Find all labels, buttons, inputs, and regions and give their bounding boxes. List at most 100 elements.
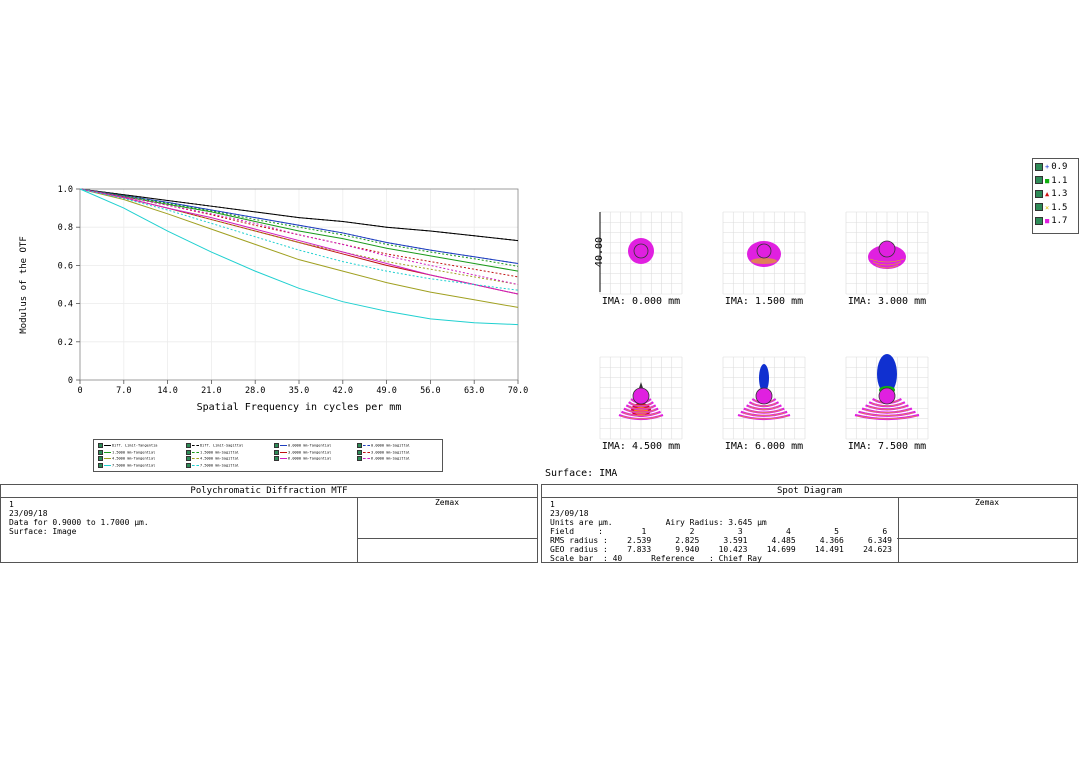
mtf-y-tick-label: 1.0 [58, 185, 73, 195]
legend-checkbox-icon[interactable] [357, 449, 362, 455]
spot-pattern [628, 238, 654, 264]
legend-checkbox-icon[interactable] [1035, 203, 1043, 211]
mtf-legend-item: Diff. Limit-Sagittal [186, 443, 243, 448]
spot-cell [722, 211, 806, 295]
spot-scale-label: 40.00 [594, 237, 605, 267]
spot-surface-label: Surface: IMA [545, 468, 618, 479]
legend-line-swatch [192, 464, 199, 466]
airy-circle [878, 240, 896, 258]
legend-checkbox-icon[interactable] [274, 456, 279, 461]
legend-checkbox-icon[interactable] [98, 456, 103, 461]
mtf-legend-label: 0.0000 mm-Tangential [288, 443, 332, 448]
mtf-legend-label: 3.0000 mm-Sagittal [371, 450, 410, 454]
spot-field-label: IMA: 4.500 mm [602, 441, 680, 452]
legend-checkbox-icon[interactable] [1035, 189, 1043, 198]
legend-checkbox-icon[interactable] [274, 449, 279, 455]
spot-info-table: Spot Diagram 1 23/09/18 Units are µm. Ai… [541, 484, 1078, 563]
mtf-legend-item: 4.5000 mm-Sagittal [186, 456, 239, 461]
legend-checkbox-icon[interactable] [1035, 176, 1043, 184]
legend-checkbox-icon[interactable] [186, 456, 191, 461]
spot-field-label: IMA: 1.500 mm [725, 296, 803, 307]
mtf-info-brand: Zemax [357, 498, 537, 539]
legend-checkbox-icon[interactable] [98, 449, 103, 455]
mtf-legend-item: 0.0000 mm-Tangential [274, 443, 331, 448]
mtf-series-line [79, 188, 519, 308]
spot-field-label: IMA: 3.000 mm [848, 296, 926, 307]
legend-checkbox-icon[interactable] [357, 456, 362, 461]
wavelength-marker-icon: + [1045, 163, 1050, 171]
mtf-x-axis-label: Spatial Frequency in cycles per mm [197, 402, 402, 413]
spot-info-text: 1 23/09/18 Units are µm. Airy Radius: 3.… [542, 498, 899, 563]
mtf-chart: 0 7.0 14.0 21.0 28.0 35.0 42.0 49.0 56.0 63.0 70.0… [19, 185, 528, 413]
legend-checkbox-icon[interactable] [357, 443, 362, 448]
spot-info-brand: Zemax [897, 498, 1077, 539]
legend-line-swatch [363, 458, 370, 459]
wavelength-marker-icon: ■ [1045, 176, 1050, 185]
legend-checkbox-icon[interactable] [186, 462, 191, 468]
legend-line-swatch [363, 445, 370, 446]
wavelength-legend-item: ▲ 1.3 [1035, 188, 1067, 200]
legend-checkbox-icon[interactable] [186, 443, 191, 448]
mtf-series-line [79, 188, 519, 291]
spot-blob-blue [759, 364, 769, 392]
mtf-legend-item: 3.0000 mm-Tangential [274, 449, 332, 455]
mtf-x-ticks: 0 7.0 14.0 21.0 28.0 35.0 42.0 49.0 56.0 63.0 70.0 [77, 380, 528, 396]
wavelength-legend: +0.9 ■ 1.1 ▲ 1.3 × 1.5 ■ 1.7 [1032, 158, 1079, 234]
legend-checkbox-icon[interactable] [98, 443, 103, 448]
mtf-series-line [79, 188, 519, 264]
mtf-legend-item: 3.0000 mm-Sagittal [357, 449, 410, 455]
legend-checkbox-icon[interactable] [186, 449, 191, 455]
mtf-legend-label: 3.0000 mm-Tangential [288, 450, 332, 454]
spot-arc [860, 412, 914, 417]
spot-arc [745, 409, 783, 413]
mtf-x-tick-label: 56.0 [420, 386, 440, 396]
spot-arc [856, 415, 918, 420]
mtf-legend-label: 7.5000 mm-Tangential [112, 463, 156, 467]
mtf-legend-label: 6.0000 mm-Tangential [288, 456, 332, 461]
legend-checkbox-icon[interactable] [98, 462, 103, 468]
mtf-legend-label: Diff. Limit-Tangentia [112, 443, 158, 448]
mtf-y-axis-label: Modulus of the OTF [19, 236, 29, 334]
legend-line-swatch [104, 458, 111, 459]
spot-arc [630, 402, 652, 407]
wavelength-value: 1.1 [1051, 175, 1068, 186]
mtf-x-tick-label: 35.0 [289, 386, 309, 396]
wavelength-legend-item: +0.9 [1035, 161, 1067, 173]
legend-line-swatch [104, 445, 111, 446]
spot-info-title: Spot Diagram [542, 485, 1077, 498]
mtf-legend-item: 6.0000 mm-Sagittal [357, 456, 410, 461]
airy-circle [755, 387, 773, 405]
mtf-x-tick-label: 63.0 [464, 386, 484, 396]
spot-pattern [737, 364, 791, 421]
spot-blob-blue [877, 354, 897, 394]
mtf-legend-label: 7.5000 mm-Sagittal [200, 463, 239, 467]
spot-field-labels: IMA: 0.000 mm IMA: 1.500 mm IMA: 3.000 mm I… [602, 296, 926, 452]
mtf-y-ticks: 0 0.2 0.4 0.6 0.8 1.0 [58, 185, 80, 386]
mtf-legend-item: 7.5000 mm-Tangential [98, 462, 156, 468]
spot-arc [739, 415, 789, 420]
spot-arc [751, 402, 777, 407]
mtf-legend-label: 4.5000 mm-Sagittal [200, 456, 239, 461]
wavelength-marker-icon: ▲ [1045, 190, 1050, 198]
spot-arc [863, 409, 911, 413]
legend-line-swatch [280, 451, 287, 453]
mtf-info-title: Polychromatic Diffraction MTF [1, 485, 537, 498]
spot-arc [620, 415, 662, 420]
legend-checkbox-icon[interactable] [274, 443, 279, 448]
mtf-x-tick-label: 28.0 [245, 386, 265, 396]
airy-circle [632, 387, 650, 405]
mtf-series-line [79, 188, 519, 285]
legend-checkbox-icon[interactable] [1035, 162, 1043, 171]
spot-pattern [868, 240, 906, 269]
spot-arc [623, 412, 659, 417]
legend-checkbox-icon[interactable] [1035, 216, 1043, 225]
mtf-y-tick-label: 0.2 [58, 338, 73, 348]
mtf-x-tick-label: 70.0 [508, 386, 528, 396]
mtf-series-line [79, 188, 519, 242]
spot-pattern [854, 354, 920, 421]
mtf-x-tick-label: 7.0 [116, 386, 131, 396]
mtf-series-line [79, 188, 519, 272]
mtf-x-tick-label: 49.0 [376, 386, 396, 396]
wavelength-legend-item: ■ 1.7 [1035, 215, 1067, 227]
wavelength-marker-icon: × [1045, 203, 1050, 212]
